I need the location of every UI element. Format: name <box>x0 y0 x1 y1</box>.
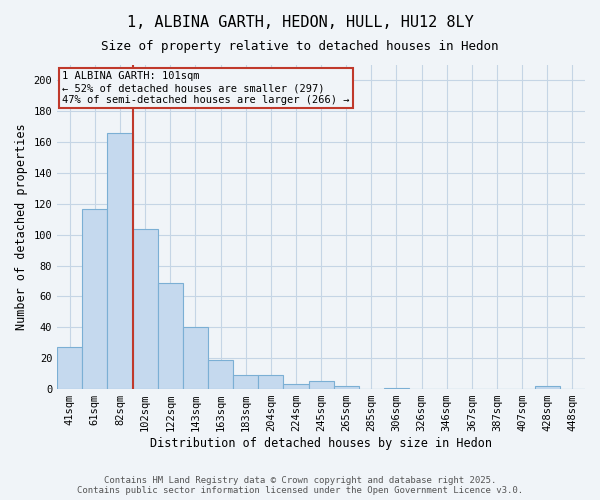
Bar <box>133 228 158 389</box>
Bar <box>82 208 107 389</box>
Bar <box>258 375 283 389</box>
Bar <box>283 384 308 389</box>
Bar <box>107 133 133 389</box>
Text: 1 ALBINA GARTH: 101sqm
← 52% of detached houses are smaller (297)
47% of semi-de: 1 ALBINA GARTH: 101sqm ← 52% of detached… <box>62 72 350 104</box>
Bar <box>308 382 334 389</box>
Bar <box>334 386 359 389</box>
Text: Size of property relative to detached houses in Hedon: Size of property relative to detached ho… <box>101 40 499 53</box>
Bar <box>208 360 233 389</box>
X-axis label: Distribution of detached houses by size in Hedon: Distribution of detached houses by size … <box>150 437 492 450</box>
Bar <box>535 386 560 389</box>
Text: 1, ALBINA GARTH, HEDON, HULL, HU12 8LY: 1, ALBINA GARTH, HEDON, HULL, HU12 8LY <box>127 15 473 30</box>
Bar <box>183 328 208 389</box>
Bar <box>57 348 82 389</box>
Bar <box>384 388 409 389</box>
Y-axis label: Number of detached properties: Number of detached properties <box>15 124 28 330</box>
Bar <box>233 375 258 389</box>
Text: Contains HM Land Registry data © Crown copyright and database right 2025.
Contai: Contains HM Land Registry data © Crown c… <box>77 476 523 495</box>
Bar <box>158 282 183 389</box>
